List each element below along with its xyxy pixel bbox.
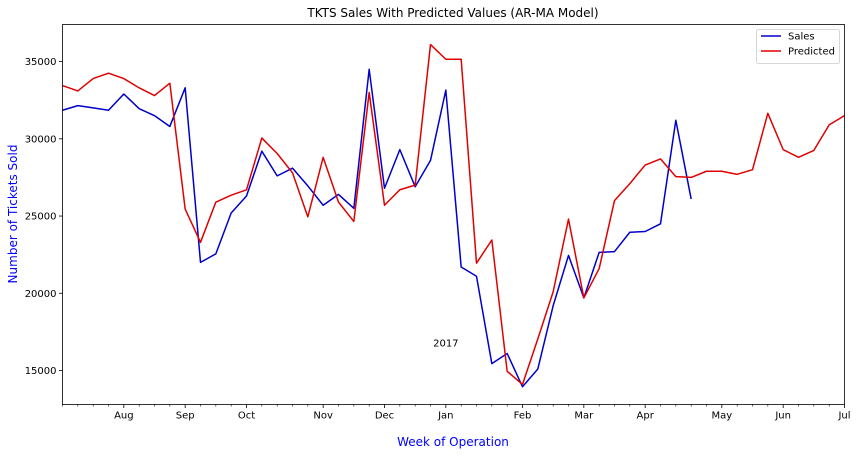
series-layer (62, 43, 845, 388)
y-tick-label: 15000 (25, 366, 57, 377)
y-tick-label: 25000 (25, 212, 57, 223)
legend-box (756, 29, 840, 64)
x-tick-label: Jan (437, 411, 453, 422)
series-line-predicted (62, 43, 845, 386)
chart-title: TKTS Sales With Predicted Values (AR-MA … (306, 6, 598, 20)
y-tick-label: 30000 (25, 134, 57, 145)
x-tick-label: Oct (238, 411, 255, 422)
y-tick-label: 35000 (25, 57, 57, 68)
y-axis-label: Number of Tickets Sold (6, 145, 20, 284)
x-tick-label: Jul (837, 411, 850, 422)
x-tick-label: Jun (774, 411, 791, 422)
x-tick-sublabel: 2017 (433, 339, 458, 350)
plot-frame (62, 24, 845, 405)
x-axis: Aug Sep Oct Nov Dec Jan 2017 Feb Mar Apr May Jun Jul (62, 339, 851, 422)
x-tick-label: Dec (375, 411, 394, 422)
x-tick-label: Nov (313, 411, 333, 422)
legend-predicted-label: Predicted (788, 47, 835, 58)
x-axis-label: Week of Operation (397, 435, 509, 449)
x-tick-label: Feb (514, 411, 532, 422)
series-line-sales (62, 68, 692, 388)
x-tick-label: May (711, 411, 732, 422)
legend: Sales Predicted (756, 29, 840, 64)
y-axis: 15000 20000 25000 30000 35000 (25, 57, 63, 377)
x-tick-label: Apr (637, 411, 655, 422)
x-tick-label: Aug (114, 411, 134, 422)
legend-sales-label: Sales (788, 32, 815, 43)
x-tick-label: Sep (176, 411, 195, 422)
x-tick-label: Mar (574, 411, 594, 422)
y-tick-label: 20000 (25, 289, 57, 300)
